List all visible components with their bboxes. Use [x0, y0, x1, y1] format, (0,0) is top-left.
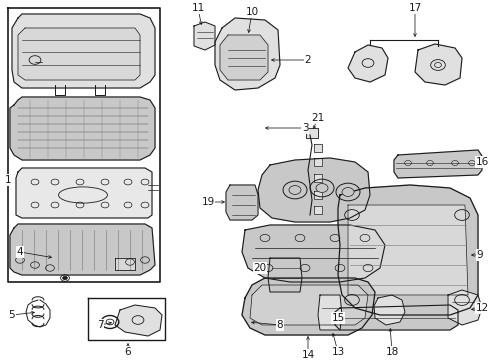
Polygon shape: [313, 144, 321, 152]
Polygon shape: [18, 28, 140, 80]
Text: 17: 17: [407, 3, 421, 13]
Polygon shape: [334, 305, 457, 330]
Polygon shape: [242, 225, 384, 282]
Polygon shape: [115, 305, 162, 336]
Polygon shape: [313, 206, 321, 214]
Circle shape: [288, 186, 301, 194]
Polygon shape: [225, 185, 258, 220]
Polygon shape: [373, 295, 404, 325]
Polygon shape: [313, 174, 321, 182]
Polygon shape: [242, 278, 374, 335]
Polygon shape: [115, 258, 135, 270]
Polygon shape: [258, 158, 369, 222]
Ellipse shape: [59, 187, 107, 203]
Text: 11: 11: [191, 3, 204, 13]
Polygon shape: [16, 168, 152, 218]
Polygon shape: [347, 45, 387, 82]
Text: 8: 8: [276, 320, 283, 330]
Text: 6: 6: [124, 347, 131, 357]
Circle shape: [62, 276, 67, 280]
Text: 19: 19: [201, 197, 214, 207]
Polygon shape: [313, 158, 321, 166]
Polygon shape: [313, 191, 321, 199]
Text: 3: 3: [301, 123, 307, 133]
Polygon shape: [8, 8, 160, 282]
Text: 12: 12: [474, 303, 488, 313]
Polygon shape: [414, 44, 461, 85]
Text: 15: 15: [331, 313, 344, 323]
Polygon shape: [393, 150, 481, 178]
Polygon shape: [249, 285, 367, 325]
Polygon shape: [347, 205, 467, 295]
Text: 14: 14: [301, 350, 314, 360]
Circle shape: [315, 184, 327, 192]
Text: 16: 16: [474, 157, 488, 167]
Text: 5: 5: [9, 310, 15, 320]
Polygon shape: [12, 14, 155, 88]
Text: 1: 1: [5, 175, 11, 185]
Text: 4: 4: [17, 247, 23, 257]
Polygon shape: [447, 290, 481, 325]
Text: 9: 9: [476, 250, 482, 260]
Polygon shape: [88, 298, 164, 340]
Text: 20: 20: [253, 263, 266, 273]
Text: 13: 13: [331, 347, 344, 357]
Text: 21: 21: [311, 113, 324, 123]
Polygon shape: [220, 35, 267, 80]
Polygon shape: [194, 22, 215, 50]
Polygon shape: [10, 224, 155, 275]
Text: 2: 2: [304, 55, 311, 65]
Circle shape: [341, 188, 353, 197]
Polygon shape: [317, 295, 341, 330]
Text: 10: 10: [245, 7, 258, 17]
Text: 7: 7: [97, 320, 103, 330]
Text: 18: 18: [385, 347, 398, 357]
Polygon shape: [215, 18, 280, 90]
Polygon shape: [10, 97, 155, 160]
Polygon shape: [305, 128, 317, 138]
Polygon shape: [337, 185, 477, 315]
Polygon shape: [267, 258, 302, 292]
